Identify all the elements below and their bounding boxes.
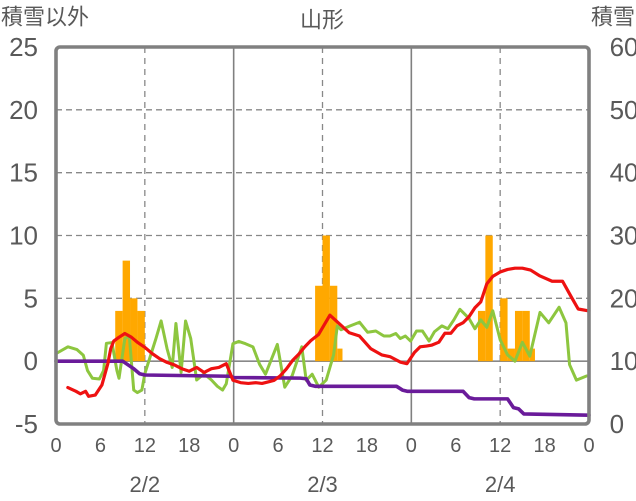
svg-text:12: 12 xyxy=(134,435,156,457)
svg-text:30: 30 xyxy=(610,221,636,251)
svg-text:6: 6 xyxy=(450,435,461,457)
svg-text:20: 20 xyxy=(9,95,38,125)
svg-text:0: 0 xyxy=(50,435,61,457)
svg-text:18: 18 xyxy=(533,435,555,457)
svg-text:積雪以外: 積雪以外 xyxy=(1,4,89,29)
svg-text:-5: -5 xyxy=(15,409,38,439)
svg-text:0: 0 xyxy=(406,435,417,457)
svg-text:18: 18 xyxy=(178,435,200,457)
svg-text:12: 12 xyxy=(489,435,511,457)
svg-text:40: 40 xyxy=(610,158,636,188)
svg-text:積雪: 積雪 xyxy=(591,4,635,29)
svg-text:12: 12 xyxy=(311,435,333,457)
svg-text:15: 15 xyxy=(9,158,38,188)
svg-text:25: 25 xyxy=(9,32,38,62)
svg-text:50: 50 xyxy=(610,95,636,125)
svg-text:2/3: 2/3 xyxy=(307,472,338,497)
svg-text:0: 0 xyxy=(583,435,594,457)
svg-text:10: 10 xyxy=(9,221,38,251)
svg-text:0: 0 xyxy=(24,346,38,376)
svg-text:0: 0 xyxy=(228,435,239,457)
svg-text:5: 5 xyxy=(24,283,38,313)
svg-text:2/4: 2/4 xyxy=(485,472,516,497)
svg-text:山形: 山形 xyxy=(300,7,344,32)
svg-text:60: 60 xyxy=(610,32,636,62)
svg-text:20: 20 xyxy=(610,283,636,313)
svg-text:6: 6 xyxy=(95,435,106,457)
svg-text:0: 0 xyxy=(610,409,624,439)
svg-text:2/2: 2/2 xyxy=(130,472,161,497)
svg-text:10: 10 xyxy=(610,346,636,376)
svg-text:6: 6 xyxy=(273,435,284,457)
svg-text:18: 18 xyxy=(356,435,378,457)
